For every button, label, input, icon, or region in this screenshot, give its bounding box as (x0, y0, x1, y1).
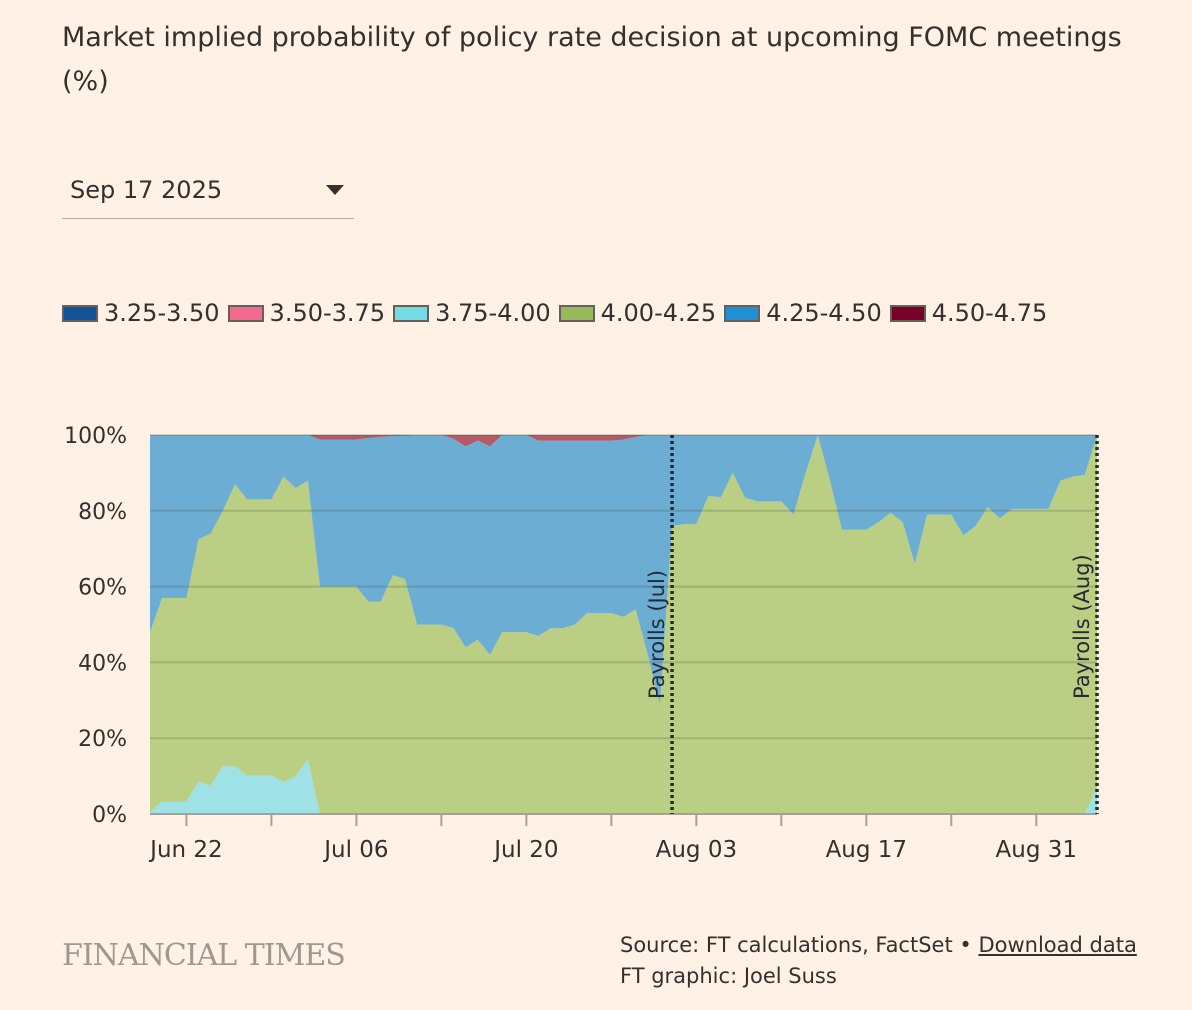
x-tick-label: Aug 17 (826, 837, 908, 863)
legend-label: 3.25-3.50 (104, 299, 220, 327)
y-tick-label: 100% (64, 424, 127, 449)
legend-label: 4.50-4.75 (931, 299, 1048, 327)
annotation-label: Payrolls (Jul) (645, 570, 669, 699)
legend-swatch (889, 305, 926, 322)
annotation-label: Payrolls (Aug) (1070, 554, 1094, 699)
x-tick-label: Aug 31 (996, 837, 1078, 863)
source-text: Source: FT calculations, FactSet • (620, 933, 972, 957)
stacked-area-chart: 0% 20% 40% 60% 80% 100% Jun 22 Jul 06 Jul 20 Aug … (64, 424, 1099, 863)
y-tick-label: 60% (78, 576, 127, 601)
chevron-down-icon (326, 185, 344, 195)
y-tick-label: 20% (78, 727, 127, 752)
legend-label: 3.75-4.00 (435, 299, 551, 327)
meeting-date-dropdown[interactable]: Sep 17 2025 (62, 168, 354, 219)
area-3.75-4.00 (150, 759, 1097, 814)
graphic-credit: FT graphic: Joel Suss (620, 964, 837, 988)
legend-item: 3.75-4.00 (393, 296, 551, 331)
y-tick-label: 40% (78, 651, 127, 676)
x-tick-label: Jun 22 (148, 837, 223, 863)
area-4.50-4.75 (150, 435, 1097, 447)
source-note: Source: FT calculations, FactSet • Downl… (620, 930, 1137, 992)
chart-title: Market implied probability of policy rat… (62, 22, 1122, 97)
legend-label: 4.00-4.25 (600, 299, 717, 327)
ft-logo: FINANCIAL TIMES (62, 938, 346, 973)
legend-item: 3.25-3.50 (62, 296, 220, 331)
x-tick-label: Jul 20 (492, 837, 558, 863)
legend-item: 3.50-3.75 (227, 296, 386, 331)
legend-item: 4.00-4.25 (558, 296, 717, 331)
y-tick-label: 80% (78, 500, 127, 525)
y-tick-label: 0% (92, 803, 127, 828)
area-4.25-4.50 (150, 435, 1097, 705)
legend-label: 3.50-3.75 (269, 299, 386, 327)
legend-swatch (724, 305, 761, 322)
legend: 3.25-3.50 3.50-3.75 3.75-4.00 4.00-4.25 4.25… (62, 296, 1062, 332)
legend-swatch (393, 305, 430, 322)
legend-swatch (227, 305, 264, 322)
legend-label: 4.25-4.50 (766, 299, 882, 327)
dropdown-selected-value: Sep 17 2025 (70, 176, 223, 204)
legend-item: 4.50-4.75 (889, 296, 1048, 331)
x-tick-label: Jul 06 (322, 837, 388, 863)
legend-item: 4.25-4.50 (724, 296, 882, 331)
legend-swatch (62, 305, 98, 322)
x-tick-label: Aug 03 (656, 837, 738, 863)
legend-swatch (558, 305, 595, 322)
download-data-link[interactable]: Download data (978, 933, 1137, 957)
